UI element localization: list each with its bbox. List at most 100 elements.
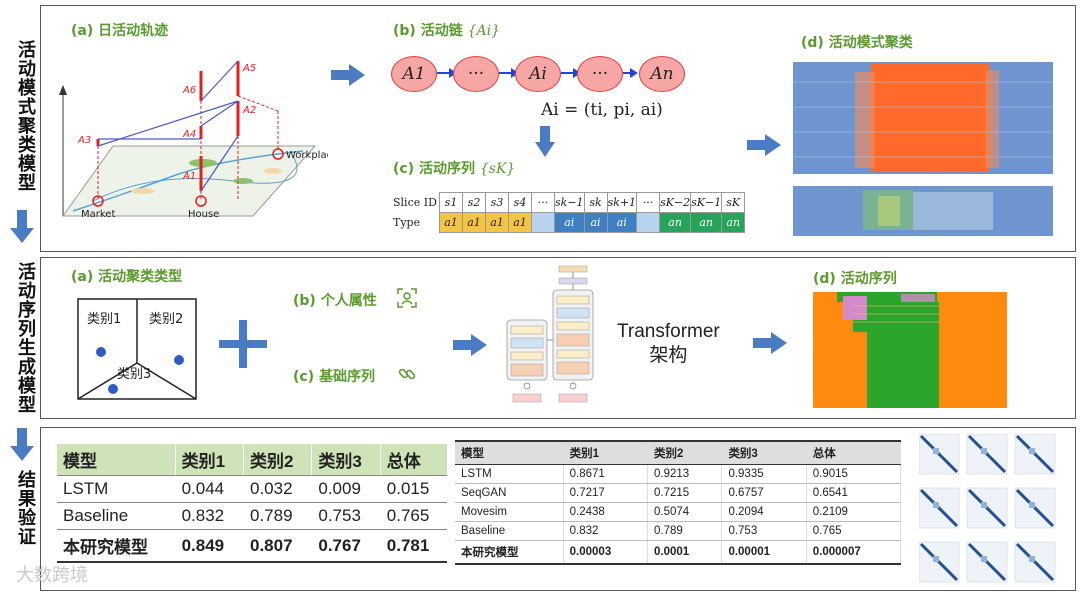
type-cell: [636, 212, 661, 233]
arrow-right-icon: [453, 334, 487, 356]
table-header: 总体: [806, 440, 902, 465]
table-cell: 0.5074: [647, 502, 723, 522]
table-cell: 0.9213: [647, 464, 723, 484]
slice-id-cell: ···: [636, 192, 661, 213]
table-cell: 0.789: [647, 521, 723, 541]
chain-node: An: [639, 56, 685, 92]
type-cell: ai: [554, 212, 585, 233]
slice-id-cell: sK−2: [659, 192, 692, 213]
table-cell: 0.765: [379, 502, 447, 530]
slice-id-cell: s1: [439, 192, 463, 213]
table-cell: 0.849: [174, 529, 244, 563]
type-cell: a1: [439, 212, 463, 233]
table-cell: 0.832: [174, 502, 244, 530]
generated-sequence-heatmap: [813, 292, 1007, 408]
table-cell: 本研究模型: [455, 540, 564, 565]
base-seq-title: (c) 基础序列: [293, 369, 375, 385]
sequence-table: Slice ID s1 s2 s3 s4 ··· sk−1 sk sk+1 ··…: [393, 192, 746, 233]
trajectory-title: (a) 日活动轨迹: [71, 23, 169, 39]
type-cell: an: [690, 212, 723, 233]
table-cell: LSTM: [57, 475, 176, 503]
label-a6: A6: [182, 85, 196, 96]
table-cell: 0.767: [311, 529, 381, 563]
arrow-right-icon: [753, 332, 787, 354]
plus-icon: [219, 320, 267, 368]
type-cell: an: [721, 212, 746, 233]
slice-id-cell: sk−1: [554, 192, 585, 213]
table-cell: 0.753: [721, 521, 807, 541]
table-cell: 0.2094: [721, 502, 807, 522]
transformer-architecture-diagram: [506, 265, 594, 403]
table-cell: 0.00001: [721, 540, 807, 565]
table-cell: 0.7215: [647, 483, 723, 503]
transformer-label-line1: Transformer: [617, 321, 720, 342]
link-icon: [398, 368, 416, 380]
label-house: House: [188, 209, 219, 220]
side-label-generation: 活动序列生成模型: [15, 262, 36, 414]
table-header: 类别3: [721, 440, 807, 465]
label-a1: A1: [182, 171, 196, 182]
cluster-heatmap-1: [793, 62, 1053, 174]
table-cell: 0.7217: [563, 483, 648, 503]
down-arrow-icon: [535, 126, 555, 157]
cluster-label: 类别3: [117, 367, 151, 382]
label-workplace: Workplace: [286, 150, 328, 161]
table-header: 模型: [57, 444, 176, 476]
slice-id-cell: sK: [721, 192, 746, 213]
type-cell: [531, 212, 555, 233]
table-header: 类别3: [311, 444, 381, 476]
label-a4: A4: [182, 129, 196, 140]
transformer-label-line2: 架构: [649, 345, 688, 366]
slice-id-cell: s3: [485, 192, 509, 213]
cluster-pattern-title: (d) 活动模式聚类: [801, 35, 913, 51]
table-cell: 0.009: [311, 475, 381, 503]
label-a5: A5: [242, 63, 256, 74]
chain-node: ···: [577, 56, 623, 92]
table-cell: Movesim: [455, 502, 564, 522]
slice-id-cell: ···: [531, 192, 555, 213]
label-market: Market: [81, 209, 115, 220]
cluster-types-title: (a) 活动聚类类型: [71, 269, 183, 285]
trajectory-diagram: Workplace Market House A5 A6 A2 A3 A4 A1: [59, 60, 328, 220]
type-cell: a1: [462, 212, 486, 233]
table-cell: 0.6757: [721, 483, 807, 503]
type-cell: ai: [606, 212, 638, 233]
down-arrow-icon: [10, 428, 34, 461]
watermark: 大数跨境: [16, 565, 88, 586]
slice-id-label: Slice ID: [393, 196, 437, 209]
table-cell: Baseline: [57, 502, 176, 530]
cluster-label: 类别2: [149, 312, 183, 327]
table-cell: 本研究模型: [57, 529, 176, 563]
type-cell: an: [659, 212, 692, 233]
type-cell: ai: [583, 212, 608, 233]
table-cell: Baseline: [455, 521, 564, 541]
label-a3: A3: [77, 135, 91, 146]
table-cell: 0.753: [311, 502, 381, 530]
activity-formula: Ai = (ti, pi, ai): [541, 100, 663, 120]
panel-clustering: (a) 日活动轨迹 Work: [40, 5, 1076, 252]
side-label-clustering: 活动模式聚类模型: [15, 40, 36, 192]
label-a2: A2: [242, 105, 256, 116]
table-cell: 0.9015: [806, 464, 902, 484]
table-cell: 0.015: [379, 475, 447, 503]
table-cell: 0.0001: [647, 540, 723, 565]
accuracy-table: 模型 类别1 类别2 类别3 总体 LSTM 0.044 0.032 0.009…: [57, 444, 447, 563]
side-label-validation: 结果验证: [15, 470, 36, 546]
table-cell: 0.9335: [721, 464, 807, 484]
table-cell: 0.2438: [563, 502, 648, 522]
panel-validation: 模型 类别1 类别2 类别3 总体 LSTM 0.044 0.032 0.009…: [40, 427, 1076, 591]
table-header: 类别2: [242, 444, 312, 476]
slice-id-cell: s2: [462, 192, 486, 213]
slice-id-cell: sK−1: [690, 192, 723, 213]
sequence-set-notation: {sK}: [479, 161, 516, 177]
slice-id-cell: sk+1: [606, 192, 638, 213]
type-cell: a1: [485, 212, 509, 233]
table-cell: 0.032: [242, 475, 312, 503]
cluster-heatmap-2: [793, 186, 1053, 236]
table-cell: 0.6541: [806, 483, 902, 503]
generated-seq-title: (d) 活动序列: [813, 271, 897, 287]
chain-node: A1: [391, 56, 437, 92]
sequence-title: (c) 活动序列 {sK}: [393, 161, 516, 177]
confusion-matrix-thumbnails: [919, 434, 1057, 584]
type-label: Type: [393, 216, 421, 229]
